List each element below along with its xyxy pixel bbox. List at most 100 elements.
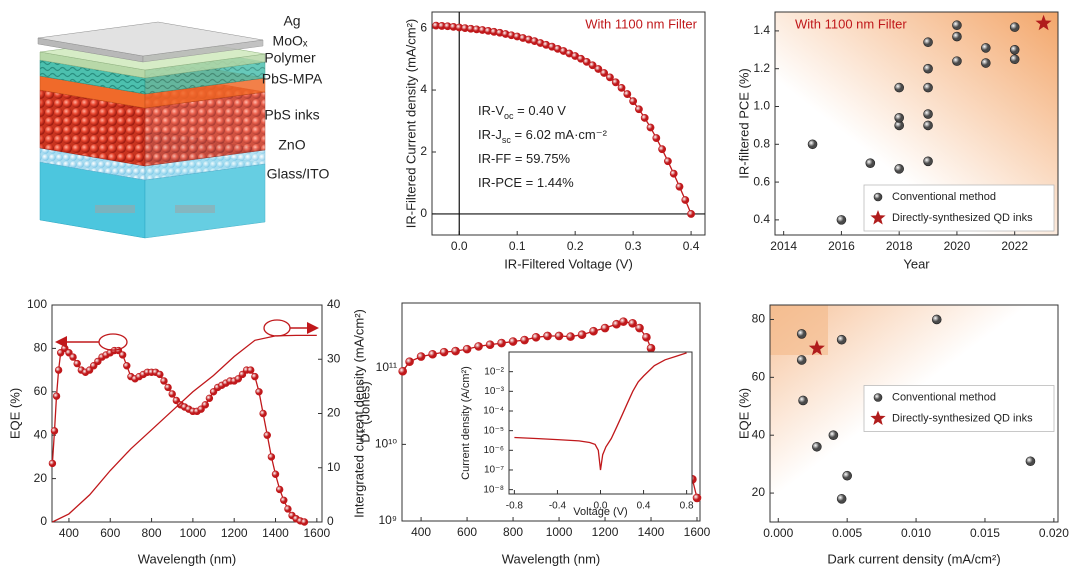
legend-star (870, 210, 886, 225)
y-axis-label: IR-filtered PCE (%) (736, 68, 751, 179)
y2-tick-label: 20 (327, 406, 341, 420)
x-tick-label: 1000 (546, 525, 573, 539)
x-tick-label: 400 (411, 525, 431, 539)
data-point (658, 145, 667, 154)
data-point (588, 61, 597, 70)
data-point (73, 359, 81, 368)
data-point (164, 383, 172, 392)
data-point (267, 453, 276, 461)
stat-text: IR-J (478, 127, 502, 142)
data-point (520, 335, 529, 345)
data-point (160, 377, 168, 385)
data-point (531, 332, 541, 342)
data-star (808, 339, 825, 356)
y-axis-label: D* (Jones) (357, 381, 372, 442)
data-point (69, 353, 77, 361)
data-point (118, 351, 127, 359)
x-axis-label: Wavelength (nm) (138, 551, 237, 566)
data-point (836, 215, 847, 225)
y-tick-label: 10⁻² (484, 366, 504, 377)
y-tick-label: 20 (752, 485, 766, 499)
data-point (952, 56, 962, 66)
x-tick-label: 1600 (684, 525, 711, 539)
x-tick-label: 400 (59, 526, 79, 540)
data-point (1009, 54, 1020, 65)
y-tick-label: 1.4 (753, 23, 770, 37)
data-point (675, 182, 684, 191)
data-point (836, 334, 847, 345)
data-point (894, 164, 904, 174)
data-point (828, 430, 839, 441)
data-point (259, 409, 267, 418)
series-line (514, 352, 687, 471)
data-point (923, 82, 933, 93)
stat-line: IR-FF = 59.75% (478, 151, 571, 166)
y-tick-label: 1.2 (753, 61, 770, 75)
data-point (247, 366, 255, 374)
data-point (485, 340, 495, 349)
series-line (52, 334, 317, 523)
data-point (681, 196, 690, 204)
data-point (796, 329, 807, 339)
y-tick-label: 60 (752, 370, 766, 384)
data-point (952, 20, 962, 31)
y-tick-label: 0.6 (753, 174, 770, 188)
data-point (796, 355, 807, 365)
data-point (263, 431, 271, 439)
y-tick-label: 10⁻⁶ (483, 445, 504, 456)
data-point (1009, 44, 1020, 55)
y-tick-label: 10⁻⁸ (483, 484, 504, 495)
x-tick-label: 1000 (180, 526, 207, 540)
y-tick-label: 10¹¹ (376, 360, 397, 374)
data-point (508, 337, 518, 346)
annotation: With 1100 nm Filter (585, 16, 697, 31)
data-point (284, 505, 292, 513)
data-point (543, 331, 552, 341)
data-point (594, 65, 603, 73)
y-tick-label: 100 (27, 297, 47, 311)
layer-label: PbS-MPA (262, 71, 323, 87)
data-point (589, 326, 598, 336)
data-point (398, 366, 407, 376)
data-point (812, 441, 822, 452)
data-point (923, 156, 933, 167)
stat-line: IR-Jsc = 6.02 mA·cm⁻² (478, 127, 608, 145)
data-point (640, 114, 649, 122)
data-point (600, 323, 610, 333)
plot-frame (769, 304, 1059, 523)
y-axis-label: Current density (A/cm²) (460, 366, 472, 480)
stat-line: IR-PCE = 1.44% (478, 175, 574, 190)
stat-text: IR-V (478, 103, 504, 118)
x-tick-label: 0.4 (637, 501, 651, 512)
data-point (923, 109, 933, 119)
y-tick-label: 40 (34, 427, 48, 441)
x-tick-label: 1400 (262, 526, 289, 540)
data-point (807, 139, 818, 150)
x-tick-label: 0.010 (901, 526, 931, 540)
x-tick-label: 1200 (221, 526, 248, 540)
callout-circle (263, 319, 291, 337)
layer-label: Glass/ITO (267, 166, 330, 182)
stat-text: IR-PCE = 1.44% (478, 175, 574, 190)
y-tick-label: 0.8 (753, 136, 770, 150)
x-tick-label: 2016 (828, 239, 855, 253)
data-point (981, 43, 991, 53)
y-tick-label: 10⁻³ (484, 386, 504, 397)
x-tick-label: 1400 (638, 525, 665, 539)
x-tick-label: 1200 (592, 525, 619, 539)
legend-marker (873, 393, 883, 402)
y-tick-label: 80 (752, 312, 766, 326)
x-tick-label: -0.4 (549, 501, 567, 512)
data-point (48, 459, 57, 468)
data-point (271, 470, 280, 478)
x-tick-label: 1600 (303, 526, 330, 540)
data-point (577, 330, 587, 340)
data-point (629, 97, 638, 106)
x-axis-label: IR-Filtered Voltage (V) (504, 256, 633, 271)
data-point (600, 69, 609, 77)
plot-frame (431, 11, 706, 236)
layer-label: Polymer (264, 50, 316, 66)
data-point (554, 331, 564, 341)
data-point (1009, 22, 1020, 32)
